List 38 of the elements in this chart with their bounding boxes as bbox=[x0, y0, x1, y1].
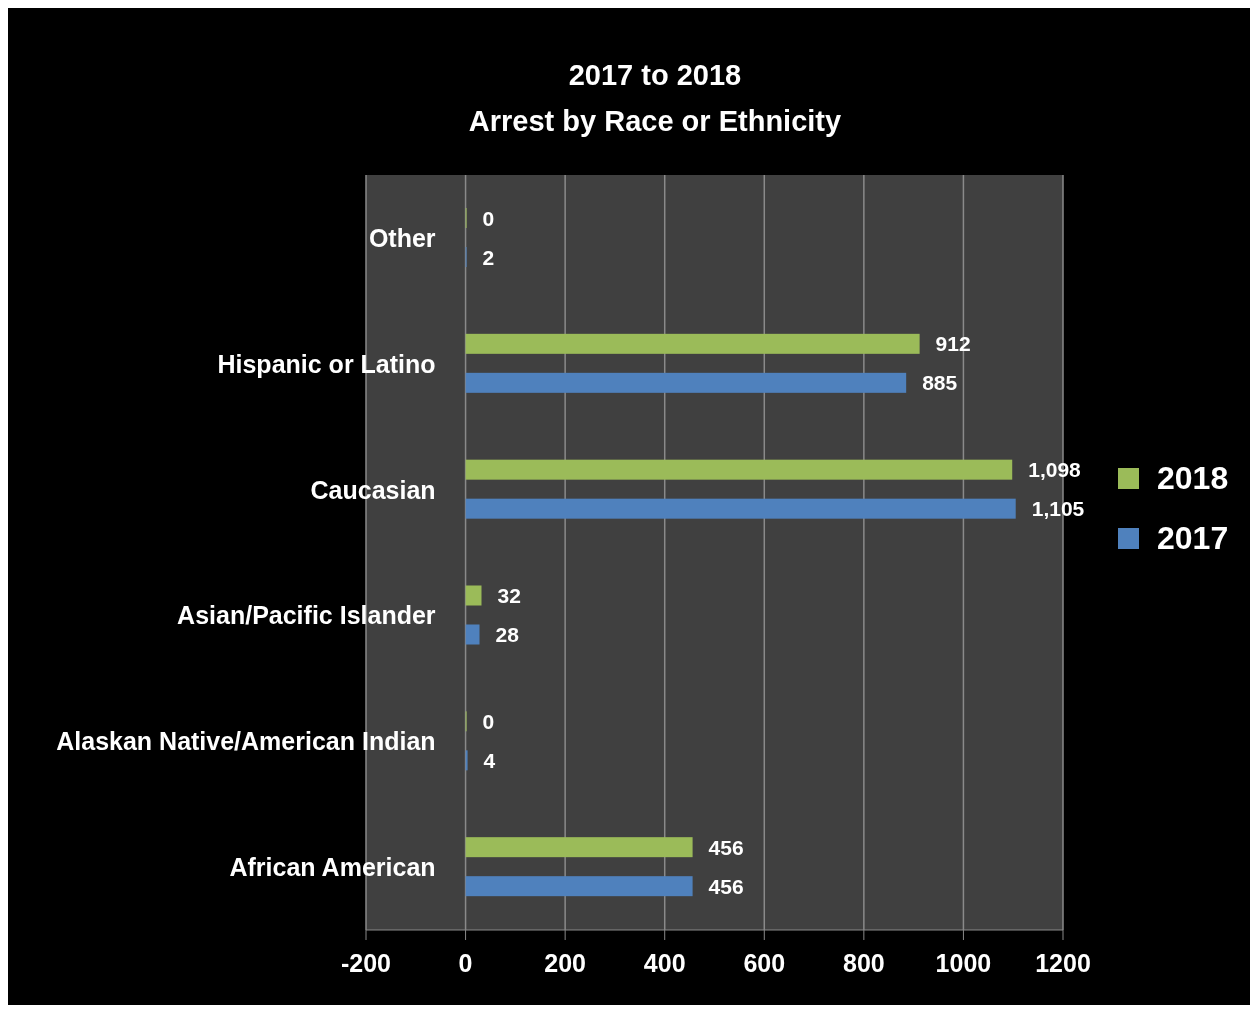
y-tick-label: Other bbox=[368, 223, 436, 252]
data-label: 2 bbox=[482, 245, 495, 269]
bar bbox=[465, 585, 482, 606]
data-label: 4 bbox=[483, 748, 496, 772]
data-label: 912 bbox=[935, 332, 971, 356]
x-tick-label: 1000 bbox=[935, 948, 992, 977]
x-tick-label: 0 bbox=[458, 948, 473, 977]
y-tick-label: Asian/Pacific Islander bbox=[177, 601, 436, 630]
data-label: 0 bbox=[482, 206, 495, 230]
x-tick-label: 600 bbox=[743, 948, 786, 977]
legend-label: 2017 bbox=[1157, 519, 1229, 557]
data-label: 456 bbox=[708, 874, 744, 898]
data-label: 885 bbox=[922, 371, 958, 395]
data-label: 28 bbox=[495, 623, 520, 646]
x-tick-label: 400 bbox=[643, 948, 686, 977]
bar bbox=[465, 837, 693, 858]
chart-title: 2017 to 2018 bbox=[567, 58, 743, 93]
bar bbox=[465, 333, 920, 354]
data-label: 32 bbox=[497, 584, 521, 607]
data-label: 456 bbox=[708, 835, 744, 859]
x-tick-label: 200 bbox=[544, 948, 586, 977]
x-tick-label: 1200 bbox=[1035, 948, 1091, 977]
y-tick-label: Alaskan Native/American Indian bbox=[56, 727, 436, 756]
legend-label: 2018 bbox=[1157, 459, 1229, 497]
bar bbox=[465, 624, 480, 645]
data-label: 1,105 bbox=[1031, 497, 1085, 521]
bar bbox=[465, 498, 1016, 519]
data-label: 1,098 bbox=[1028, 458, 1082, 482]
y-tick-label: Hispanic or Latino bbox=[217, 349, 436, 378]
y-tick-label: Caucasian bbox=[310, 475, 436, 504]
x-tick-label: 800 bbox=[843, 948, 885, 977]
data-label: 0 bbox=[482, 709, 495, 733]
x-tick-label: -200 bbox=[340, 948, 392, 977]
chart-subtitle: Arrest by Race or Ethnicity bbox=[467, 104, 843, 139]
y-tick-label: African American bbox=[229, 853, 436, 882]
bar bbox=[465, 876, 693, 897]
bar bbox=[465, 372, 907, 393]
bar bbox=[465, 459, 1013, 480]
